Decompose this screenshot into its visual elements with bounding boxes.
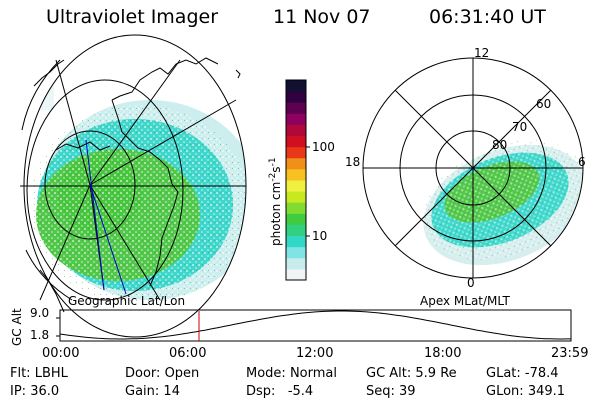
orbit-plot [56,309,572,342]
orbit-xtick-2: 12:00 [296,346,334,361]
date-label: 11 Nov 07 [273,6,371,28]
colorbar-cell [286,91,306,103]
colorbar-cell [286,102,306,114]
colorbar-cell [286,168,306,181]
colorbar-cell [286,113,306,125]
status-filter: Flt: LBHL [10,366,68,381]
colorbar-cell [286,235,306,248]
colorbar-cell [286,224,306,237]
colorbar-cell [286,213,306,225]
colorbar-cell [286,257,306,270]
status-dsp: Dsp: -5.4 [246,384,314,399]
orbit-ytick-high: 9.0 [30,306,50,320]
colorbar-cell [286,80,306,92]
apex-caption: Apex MLat/MLT [420,294,510,308]
instrument-title: Ultraviolet Imager [46,6,219,28]
colorbar-unit-label: photon cm-2s-1 [268,157,283,246]
colorbar-cell [286,246,306,259]
mlt-label-6: 6 [578,155,586,169]
geographic-map [20,34,247,338]
geographic-caption: Geographic Lat/Lon [68,294,186,308]
status-gain: Gain: 14 [125,384,180,399]
status-ip: IP: 36.0 [10,384,60,399]
colorbar-cell [286,180,306,192]
mlt-label-12: 12 [474,46,490,60]
colorbar [285,79,310,281]
noon-meridian [89,184,127,295]
status-glon: GLon: 349.1 [486,384,566,399]
colorbar-cell [286,124,306,137]
mlat-label-60: 60 [536,97,552,111]
colorbar-tick-10: 10 [312,229,328,243]
colorbar-cell [286,268,306,281]
status-door: Door: Open [125,366,200,381]
status-seq: Seq: 39 [366,384,416,399]
status-glat: GLat: -78.4 [486,366,559,381]
colorbar-cell [286,146,306,159]
orbit-xtick-0: 00:00 [42,346,80,361]
status-mode: Mode: Normal [246,366,337,381]
status-gc-alt: GC Alt: 5.9 Re [366,366,457,381]
altitude-curve [59,310,571,340]
time-label: 06:31:40 UT [429,6,546,28]
orbit-xtick-1: 06:00 [169,346,207,361]
orbit-ylabel: GC Alt [10,308,24,346]
mlat-label-70: 70 [512,120,528,134]
colorbar-cell [286,202,306,214]
polar-plot [362,57,584,279]
orbit-xtick-3: 18:00 [424,346,462,361]
mlt-label-0: 0 [467,276,475,290]
orbit-ytick-low: 1.8 [30,328,50,342]
colorbar-cell [286,157,306,170]
orbit-xtick-4: 23:59 [551,346,589,361]
mlat-label-80: 80 [492,138,508,152]
colorbar-cell [286,135,306,148]
colorbar-tick-100: 100 [312,140,335,154]
colorbar-cell [286,191,306,203]
mlt-label-18: 18 [345,155,361,169]
